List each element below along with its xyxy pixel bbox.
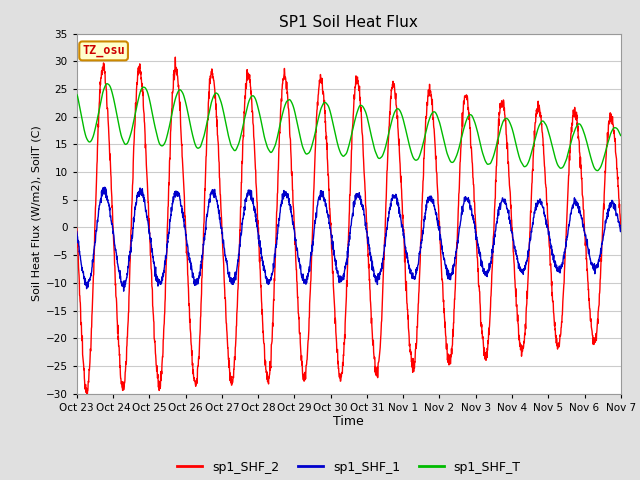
X-axis label: Time: Time bbox=[333, 415, 364, 429]
Y-axis label: Soil Heat Flux (W/m2), SoilT (C): Soil Heat Flux (W/m2), SoilT (C) bbox=[31, 126, 42, 301]
Legend: sp1_SHF_2, sp1_SHF_1, sp1_SHF_T: sp1_SHF_2, sp1_SHF_1, sp1_SHF_T bbox=[172, 456, 525, 479]
Text: TZ_osu: TZ_osu bbox=[82, 44, 125, 58]
Title: SP1 Soil Heat Flux: SP1 Soil Heat Flux bbox=[280, 15, 418, 30]
